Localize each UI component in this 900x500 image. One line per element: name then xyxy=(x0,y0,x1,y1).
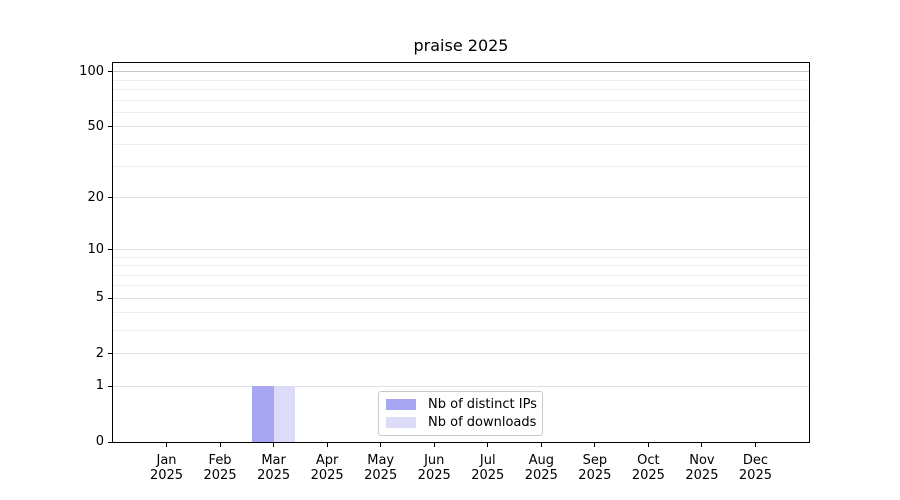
minor-gridline xyxy=(113,285,809,287)
x-axis-tick xyxy=(380,443,382,447)
minor-gridline xyxy=(113,274,809,276)
legend: Nb of distinct IPs Nb of downloads xyxy=(378,391,543,436)
y-axis-tick xyxy=(108,126,112,128)
minor-gridline xyxy=(113,88,809,90)
y-axis-tick-label: 0 xyxy=(95,434,104,449)
major-gridline xyxy=(113,71,809,73)
x-axis-tick xyxy=(326,443,328,447)
bar xyxy=(273,386,296,442)
minor-gridline xyxy=(113,265,809,267)
x-axis-tick xyxy=(594,443,596,447)
legend-label: Nb of distinct IPs xyxy=(428,397,537,413)
y-axis-tick xyxy=(108,71,112,73)
y-axis-tick xyxy=(108,441,112,443)
x-axis-tick-label: Sep 2025 xyxy=(578,453,612,483)
x-axis-tick-label: Jun 2025 xyxy=(417,453,451,483)
y-axis-tick xyxy=(108,197,112,199)
y-axis-tick-label: 1 xyxy=(95,378,104,394)
x-axis-tick-label: Mar 2025 xyxy=(257,453,291,483)
x-axis-tick xyxy=(433,443,435,447)
minor-gridline xyxy=(113,166,809,168)
major-gridline xyxy=(113,297,809,299)
minor-gridline xyxy=(113,256,809,258)
y-axis-tick xyxy=(108,353,112,355)
minor-gridline xyxy=(113,143,809,145)
x-axis-tick xyxy=(540,443,542,447)
chart-title: praise 2025 xyxy=(413,36,509,55)
y-axis-tick xyxy=(108,297,112,299)
legend-swatch xyxy=(386,416,416,428)
major-gridline xyxy=(113,197,809,199)
legend-label: Nb of downloads xyxy=(428,414,537,430)
x-axis-tick-label: Apr 2025 xyxy=(310,453,344,483)
minor-gridline xyxy=(113,79,809,81)
x-axis-tick xyxy=(754,443,756,447)
y-axis-tick-label: 2 xyxy=(95,345,104,361)
minor-gridline xyxy=(113,99,809,101)
y-axis-tick-label: 50 xyxy=(87,118,104,134)
plot-area: 0 1 2 5 10 20 50 100 Jan 2025 Feb 2025 Mar 2025 Apr… xyxy=(79,62,810,483)
major-gridline xyxy=(113,126,809,128)
bar xyxy=(252,386,274,442)
x-axis-tick xyxy=(487,443,489,447)
y-axis-tick-label: 20 xyxy=(87,189,104,205)
x-axis-tick-label: Oct 2025 xyxy=(631,453,665,483)
minor-gridline xyxy=(113,330,809,332)
x-axis-tick-label: Jul 2025 xyxy=(471,453,505,483)
x-axis-tick xyxy=(166,443,168,447)
major-gridline xyxy=(113,249,809,251)
x-axis-tick xyxy=(701,443,703,447)
x-axis-tick xyxy=(647,443,649,447)
x-axis-tick-label: Dec 2025 xyxy=(738,453,772,483)
x-axis-tick-label: May 2025 xyxy=(364,453,398,483)
minor-gridline xyxy=(113,312,809,314)
legend-swatch xyxy=(386,399,416,411)
x-axis-tick-label: Feb 2025 xyxy=(203,453,237,483)
y-axis-tick xyxy=(108,249,112,251)
x-axis-tick-label: Nov 2025 xyxy=(685,453,719,483)
x-axis-tick xyxy=(273,443,275,447)
y-axis-tick-label: 10 xyxy=(87,241,104,257)
x-axis-tick-label: Aug 2025 xyxy=(524,453,558,483)
major-gridline xyxy=(113,353,809,355)
x-axis-tick xyxy=(219,443,221,447)
major-gridline xyxy=(113,385,809,387)
legend-item: Nb of distinct IPs xyxy=(386,397,537,413)
legend-item: Nb of downloads xyxy=(386,414,537,430)
minor-gridline xyxy=(113,111,809,113)
y-axis-tick xyxy=(108,385,112,387)
x-axis-tick-label: Jan 2025 xyxy=(149,453,184,483)
y-axis-tick-label: 5 xyxy=(95,290,104,306)
y-axis-tick-label: 100 xyxy=(79,63,104,79)
